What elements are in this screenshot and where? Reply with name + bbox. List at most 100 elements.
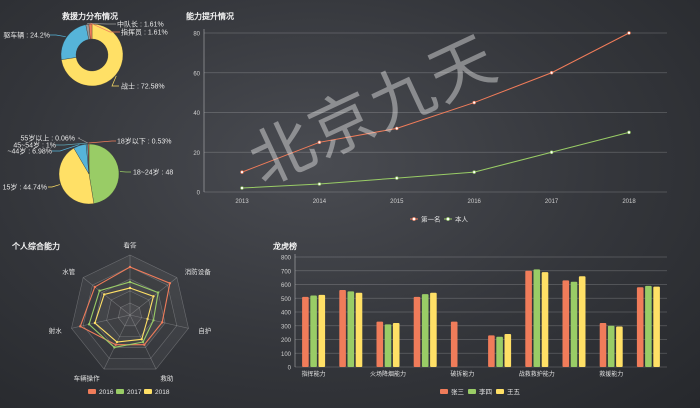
radar-ring: [106, 290, 154, 337]
composition-title: 救援力分布情况: [62, 12, 118, 21]
pie-label: 45~54岁 : 1%: [13, 141, 56, 150]
data-point: [395, 126, 399, 131]
radar-point: [128, 265, 132, 269]
pie-label: ~44岁 : 6.98%: [7, 147, 52, 156]
pie-label-line: [50, 34, 66, 38]
bar: [562, 280, 570, 367]
pie-label: 中队长 : 1.61%: [117, 20, 164, 29]
bar: [636, 287, 644, 367]
radar-series: [88, 281, 159, 349]
bar: [318, 294, 326, 367]
legend-marker: [446, 217, 450, 221]
x-tick-label: 2016: [468, 199, 482, 205]
pie-label-line: [56, 142, 87, 146]
bar: [339, 290, 346, 367]
bar: [355, 292, 363, 367]
x-tick-label: 2015: [390, 199, 404, 205]
radar-axis-label: 水管: [62, 267, 76, 276]
y-tick-label: 60: [193, 71, 200, 77]
radar-point: [114, 343, 117, 346]
legend-label: 2017: [127, 389, 142, 396]
y-tick-label: 700: [281, 269, 292, 275]
radar-point: [143, 343, 146, 346]
pie-slice: [58, 147, 95, 205]
pie-label: 18岁以下 : 0.53%: [117, 137, 171, 146]
radar-point: [128, 280, 132, 284]
pie-label-line: [87, 23, 116, 25]
radar-point: [93, 321, 97, 325]
pie-label-line: [90, 22, 120, 33]
x-tick-label: 救援能力: [599, 370, 623, 378]
data-point: [549, 150, 554, 154]
pie-label-line: [111, 75, 119, 87]
radar-spoke: [129, 314, 189, 329]
data-point: [627, 31, 631, 35]
radar-point: [140, 338, 143, 341]
radar-point: [160, 321, 164, 324]
data-point: [472, 100, 476, 105]
bar: [504, 334, 512, 367]
legend-swatch: [88, 389, 96, 394]
bar: [488, 335, 495, 367]
pie-label-line: [77, 137, 89, 144]
pie-label: 驱车辆 : 24.2%: [3, 31, 50, 40]
radar-axis-label: 自护: [198, 326, 211, 335]
y-tick-label: 500: [281, 297, 292, 303]
data-point: [317, 182, 322, 186]
radar-axis-label: 车辆操作: [74, 374, 101, 383]
personal-title: 个人综合能力: [12, 242, 60, 251]
bar: [607, 325, 615, 367]
legend-label: 2018: [155, 389, 170, 396]
data-point: [395, 176, 399, 180]
bar: [450, 321, 458, 367]
ability-title: 能力提升情况: [186, 12, 234, 21]
legend-marker: [412, 217, 416, 221]
y-tick-label: 20: [193, 151, 200, 157]
pie-slice: [88, 23, 93, 40]
data-point: [317, 140, 322, 145]
pie-label-line: [52, 144, 80, 152]
legend-label: 本人: [455, 215, 469, 224]
x-tick-label: 指挥能力: [302, 370, 326, 378]
y-tick-label: 0: [197, 191, 201, 197]
legend-label: 王五: [507, 388, 521, 396]
bar: [421, 294, 429, 367]
y-tick-label: 600: [281, 283, 292, 289]
data-point: [549, 71, 554, 75]
data-point: [240, 186, 244, 190]
legend-swatch: [496, 389, 504, 394]
pie-slice: [88, 143, 120, 204]
x-tick-label: 2018: [622, 199, 636, 205]
radar-series: [94, 287, 155, 343]
radar-point: [98, 289, 101, 292]
data-point: [627, 130, 631, 135]
bar: [616, 326, 623, 367]
bar: [525, 270, 532, 367]
y-tick-label: 800: [281, 256, 292, 262]
bar: [384, 324, 392, 367]
radar-point: [93, 285, 97, 289]
bar: [653, 286, 660, 367]
radar-point: [87, 323, 91, 326]
bar: [392, 323, 400, 367]
bar: [496, 336, 503, 367]
pie-slice: [61, 23, 124, 87]
bar: [347, 291, 355, 367]
radar-ring: [117, 302, 143, 327]
y-tick-label: 200: [281, 338, 292, 344]
radar-point: [146, 317, 149, 321]
legend-label: 第一名: [421, 215, 441, 224]
pie-label: 55岁以上 : 0.06%: [21, 134, 75, 143]
radar-point: [115, 340, 119, 344]
radar-axis-label: 看答: [124, 241, 138, 250]
radar-point: [152, 295, 155, 298]
y-tick-label: 100: [281, 352, 292, 358]
radar-point: [156, 291, 160, 294]
bar: [430, 292, 437, 367]
radar-axis-label: 救助: [160, 374, 174, 383]
pie-label: 18~24岁 : 48: [133, 168, 173, 177]
